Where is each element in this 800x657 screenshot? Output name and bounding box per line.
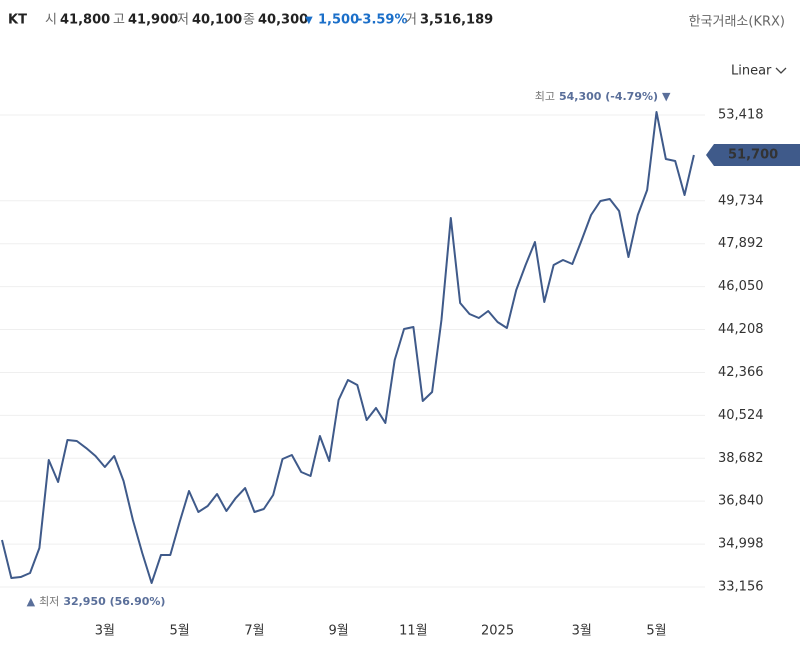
close-label: 종 [243,13,255,28]
last-price-tag [706,144,800,167]
low-arrow: ▲ [27,595,36,608]
y-tick-label: 42,366 [718,365,764,380]
volume: 3,516,189 [420,13,493,28]
high-label: 고 [113,13,125,28]
scale-mode[interactable]: Linear [731,64,772,79]
price-line [1,110,695,585]
open-label: 시 [45,13,57,28]
low-label: 저 [177,13,189,28]
y-tick-label: 46,050 [718,279,764,294]
y-tick-label: 36,840 [718,494,764,509]
x-tick-label: 11월 [399,624,428,639]
change-pct: -3.59% [357,13,408,28]
y-tick-label: 44,208 [718,322,764,337]
y-tick-label: 47,892 [718,236,764,251]
x-tick-label: 3월 [572,624,592,639]
x-tick-label: 3월 [95,624,115,639]
high-text: 54,300 (-4.79%) [559,90,658,103]
high-label: 최고 [535,90,555,103]
last-price-label: 51,700 [728,148,778,163]
low-text: 32,950 (56.90%) [63,595,165,608]
change: 1,500 [318,13,359,28]
low: 40,100 [192,13,242,28]
x-tick-label: 2025 [481,624,514,639]
close: 40,300 [258,13,308,28]
high: 41,900 [128,13,178,28]
low-annotation: ▲ 최저 32,950 (56.90%) [27,595,166,608]
y-tick-label: 38,682 [718,451,764,466]
high-annotation: 최고 54,300 (-4.79%) ▼ [535,90,671,103]
y-tick-label: 34,998 [718,537,764,552]
y-tick-label: 33,156 [718,579,764,594]
volume-label: 거 [405,13,417,28]
y-tick-label: 40,524 [718,408,764,423]
x-tick-label: 7월 [244,624,264,639]
symbol: KT [8,13,27,28]
x-tick-label: 5월 [646,624,666,639]
open: 41,800 [60,13,110,28]
low-label: 최저 [39,595,59,608]
y-tick-label: 53,418 [718,107,764,122]
change-arrow: ▼ [305,15,313,26]
y-tick-label: 49,734 [718,193,764,208]
chevron[interactable] [775,67,787,74]
high-arrow: ▼ [662,90,671,103]
x-tick-label: 9월 [328,624,348,639]
exchange: 한국거래소(KRX) [689,15,785,30]
x-tick-label: 5월 [170,624,190,639]
